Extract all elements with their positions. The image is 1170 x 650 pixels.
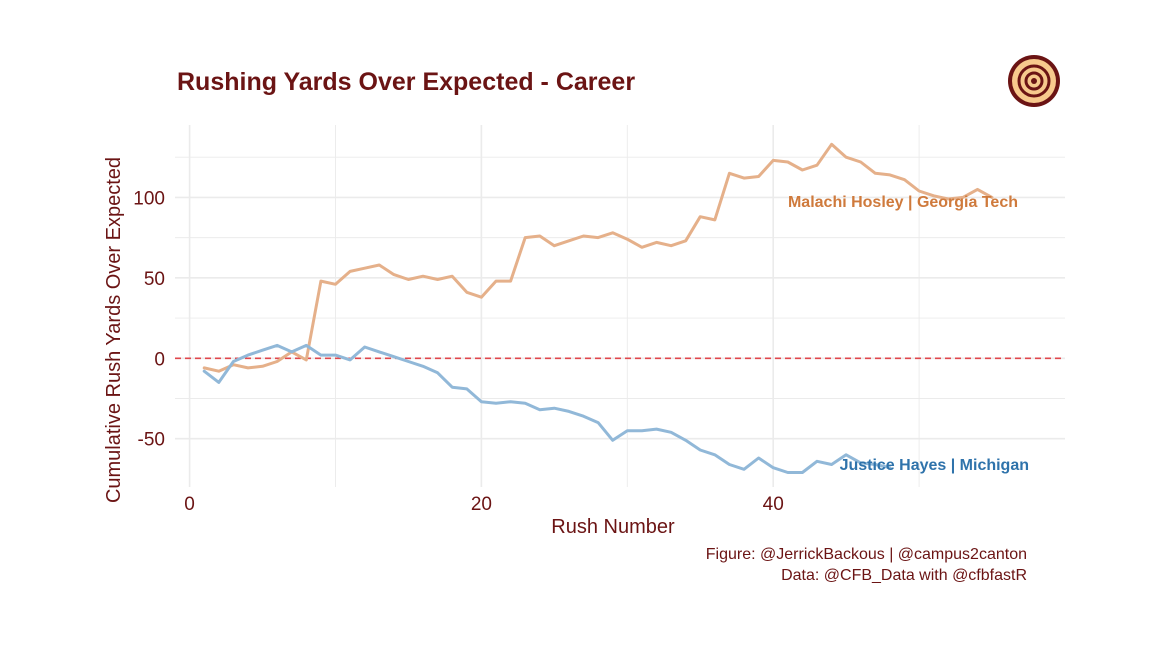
y-axis-label: Cumulative Rush Yards Over Expected [103, 157, 125, 503]
campus2canton-logo [1008, 55, 1060, 107]
x-tick-label: 40 [763, 494, 784, 515]
y-tick-label: 100 [133, 188, 165, 209]
x-tick-label: 0 [184, 494, 195, 515]
x-axis-ticks: 0 20 40 [184, 494, 783, 515]
grid [175, 125, 1065, 487]
series-labels: Malachi Hosley | Georgia Tech Justice Hay… [788, 194, 1029, 474]
caption-figure-credit: Figure: @JerrickBackous | @campus2canton [706, 546, 1027, 563]
series-line-justice-hayes [202, 343, 892, 474]
chart-title: Rushing Yards Over Expected - Career [177, 68, 635, 96]
x-tick-label: 20 [471, 494, 492, 515]
series-line-malachi-hosley [202, 142, 994, 373]
series-label-justice-hayes: Justice Hayes | Michigan [840, 457, 1029, 474]
y-tick-label: -50 [138, 430, 165, 451]
caption-data-credit: Data: @CFB_Data with @cfbfastR [781, 567, 1027, 584]
x-axis-label: Rush Number [551, 516, 675, 538]
y-axis-ticks: -50 0 50 100 [133, 188, 165, 450]
series-group [202, 142, 994, 474]
series-label-malachi-hosley: Malachi Hosley | Georgia Tech [788, 194, 1018, 211]
y-tick-label: 50 [144, 269, 165, 290]
y-tick-label: 0 [154, 349, 165, 370]
